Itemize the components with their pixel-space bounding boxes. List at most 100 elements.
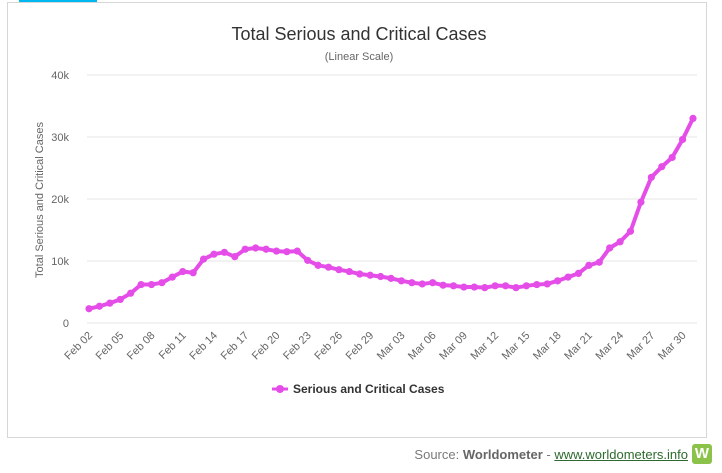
data-point[interactable] [324, 263, 333, 271]
data-point[interactable] [418, 280, 426, 288]
data-point[interactable] [543, 280, 551, 288]
source-separator: - [542, 447, 555, 462]
x-tick-label: Feb 08 [125, 330, 158, 363]
data-point[interactable] [147, 280, 156, 289]
x-tick-label: Mar 21 [562, 330, 595, 363]
data-point[interactable] [116, 295, 124, 304]
data-point[interactable] [501, 282, 510, 290]
data-point[interactable] [397, 277, 406, 285]
data-point[interactable] [199, 255, 208, 263]
y-tick-label: 30k [51, 132, 69, 144]
x-tick-label: Feb 17 [219, 330, 252, 363]
chart-subtitle: (Linear Scale) [325, 51, 393, 63]
data-point[interactable] [449, 282, 458, 290]
legend-marker-icon [276, 385, 284, 393]
chart-title: Total Serious and Critical Cases [231, 24, 486, 44]
data-point[interactable] [356, 270, 364, 278]
x-tick-label: Feb 11 [157, 330, 189, 362]
series-layer [85, 114, 697, 313]
data-point[interactable] [127, 289, 135, 297]
data-point[interactable] [158, 279, 166, 287]
y-tick-label: 0 [63, 318, 69, 330]
data-point[interactable] [220, 248, 228, 256]
data-point[interactable] [376, 272, 385, 281]
y-tick-label: 20k [51, 194, 69, 206]
data-point[interactable] [293, 247, 301, 255]
x-tick-label: Feb 23 [281, 330, 314, 363]
data-point[interactable] [595, 258, 603, 266]
x-tick-label: Mar 03 [375, 330, 408, 363]
data-point[interactable] [304, 256, 312, 264]
data-point[interactable] [439, 281, 447, 289]
x-tick-label: Mar 06 [406, 330, 439, 363]
data-point[interactable] [137, 280, 145, 289]
data-point[interactable] [168, 273, 176, 281]
x-tick-label: Feb 29 [344, 330, 377, 363]
data-point[interactable] [314, 261, 322, 269]
data-point[interactable] [481, 284, 489, 292]
legend-label: Serious and Critical Cases [293, 382, 445, 396]
data-point[interactable] [522, 282, 530, 290]
data-point[interactable] [106, 299, 114, 307]
data-point[interactable] [408, 279, 416, 287]
data-point[interactable] [574, 269, 583, 277]
data-point[interactable] [460, 283, 468, 291]
x-tick-label: Mar 24 [594, 330, 627, 363]
data-point[interactable] [533, 280, 541, 289]
data-point[interactable] [689, 114, 697, 122]
data-point[interactable] [678, 135, 687, 144]
data-point[interactable] [429, 279, 437, 287]
data-point[interactable] [366, 271, 374, 279]
data-point[interactable] [658, 163, 666, 171]
legend[interactable]: Serious and Critical Cases [272, 382, 445, 396]
data-point[interactable] [189, 269, 197, 277]
x-tick-label: Feb 02 [62, 330, 95, 363]
line-chart: Total Serious and Critical Cases (Linear… [34, 24, 697, 396]
data-point[interactable] [179, 267, 187, 276]
data-point[interactable] [626, 227, 635, 235]
data-point[interactable] [616, 238, 624, 246]
data-point[interactable] [241, 245, 249, 253]
data-point[interactable] [585, 261, 593, 269]
x-tick-label: Feb 05 [94, 330, 127, 363]
data-point[interactable] [564, 273, 572, 281]
source-link[interactable]: www.worldometers.info [554, 447, 688, 462]
y-tick-label: 40k [51, 70, 69, 82]
y-axis-label: Total Serious and Critical Cases [34, 122, 46, 278]
data-point[interactable] [85, 305, 93, 313]
data-point[interactable] [668, 153, 676, 162]
source-credit: Source: Worldometer - www.worldometers.i… [414, 447, 688, 462]
source-brand: Worldometer [462, 447, 543, 462]
y-axis-ticks: 0 10k 20k 30k 40k [51, 70, 69, 330]
x-tick-label: Mar 18 [531, 330, 564, 363]
source-prefix: Source: [414, 447, 463, 462]
data-point[interactable] [606, 244, 614, 252]
data-point[interactable] [345, 267, 353, 276]
x-tick-label: Mar 12 [469, 330, 502, 363]
x-tick-label: Mar 15 [500, 330, 533, 363]
data-point[interactable] [283, 248, 291, 256]
data-point[interactable] [512, 284, 520, 292]
data-point[interactable] [231, 253, 239, 261]
x-tick-label: Mar 09 [437, 330, 470, 363]
data-point[interactable] [647, 173, 655, 181]
y-tick-label: 10k [51, 256, 69, 268]
data-point[interactable] [272, 247, 281, 255]
data-point[interactable] [470, 283, 478, 291]
worldometer-logo-icon[interactable]: W [692, 444, 712, 464]
data-point[interactable] [95, 302, 104, 310]
data-point[interactable] [387, 274, 395, 282]
x-tick-label: Mar 30 [656, 330, 689, 363]
x-tick-label: Feb 20 [250, 330, 283, 363]
grid-lines [87, 74, 697, 324]
data-point[interactable] [637, 198, 645, 206]
data-point[interactable] [491, 282, 499, 290]
data-point[interactable] [335, 266, 343, 274]
x-tick-label: Feb 26 [312, 330, 345, 363]
x-tick-label: Mar 27 [625, 330, 658, 363]
data-point[interactable] [262, 245, 270, 253]
data-point[interactable] [252, 244, 260, 252]
data-point[interactable] [554, 277, 562, 285]
data-point[interactable] [210, 250, 218, 258]
